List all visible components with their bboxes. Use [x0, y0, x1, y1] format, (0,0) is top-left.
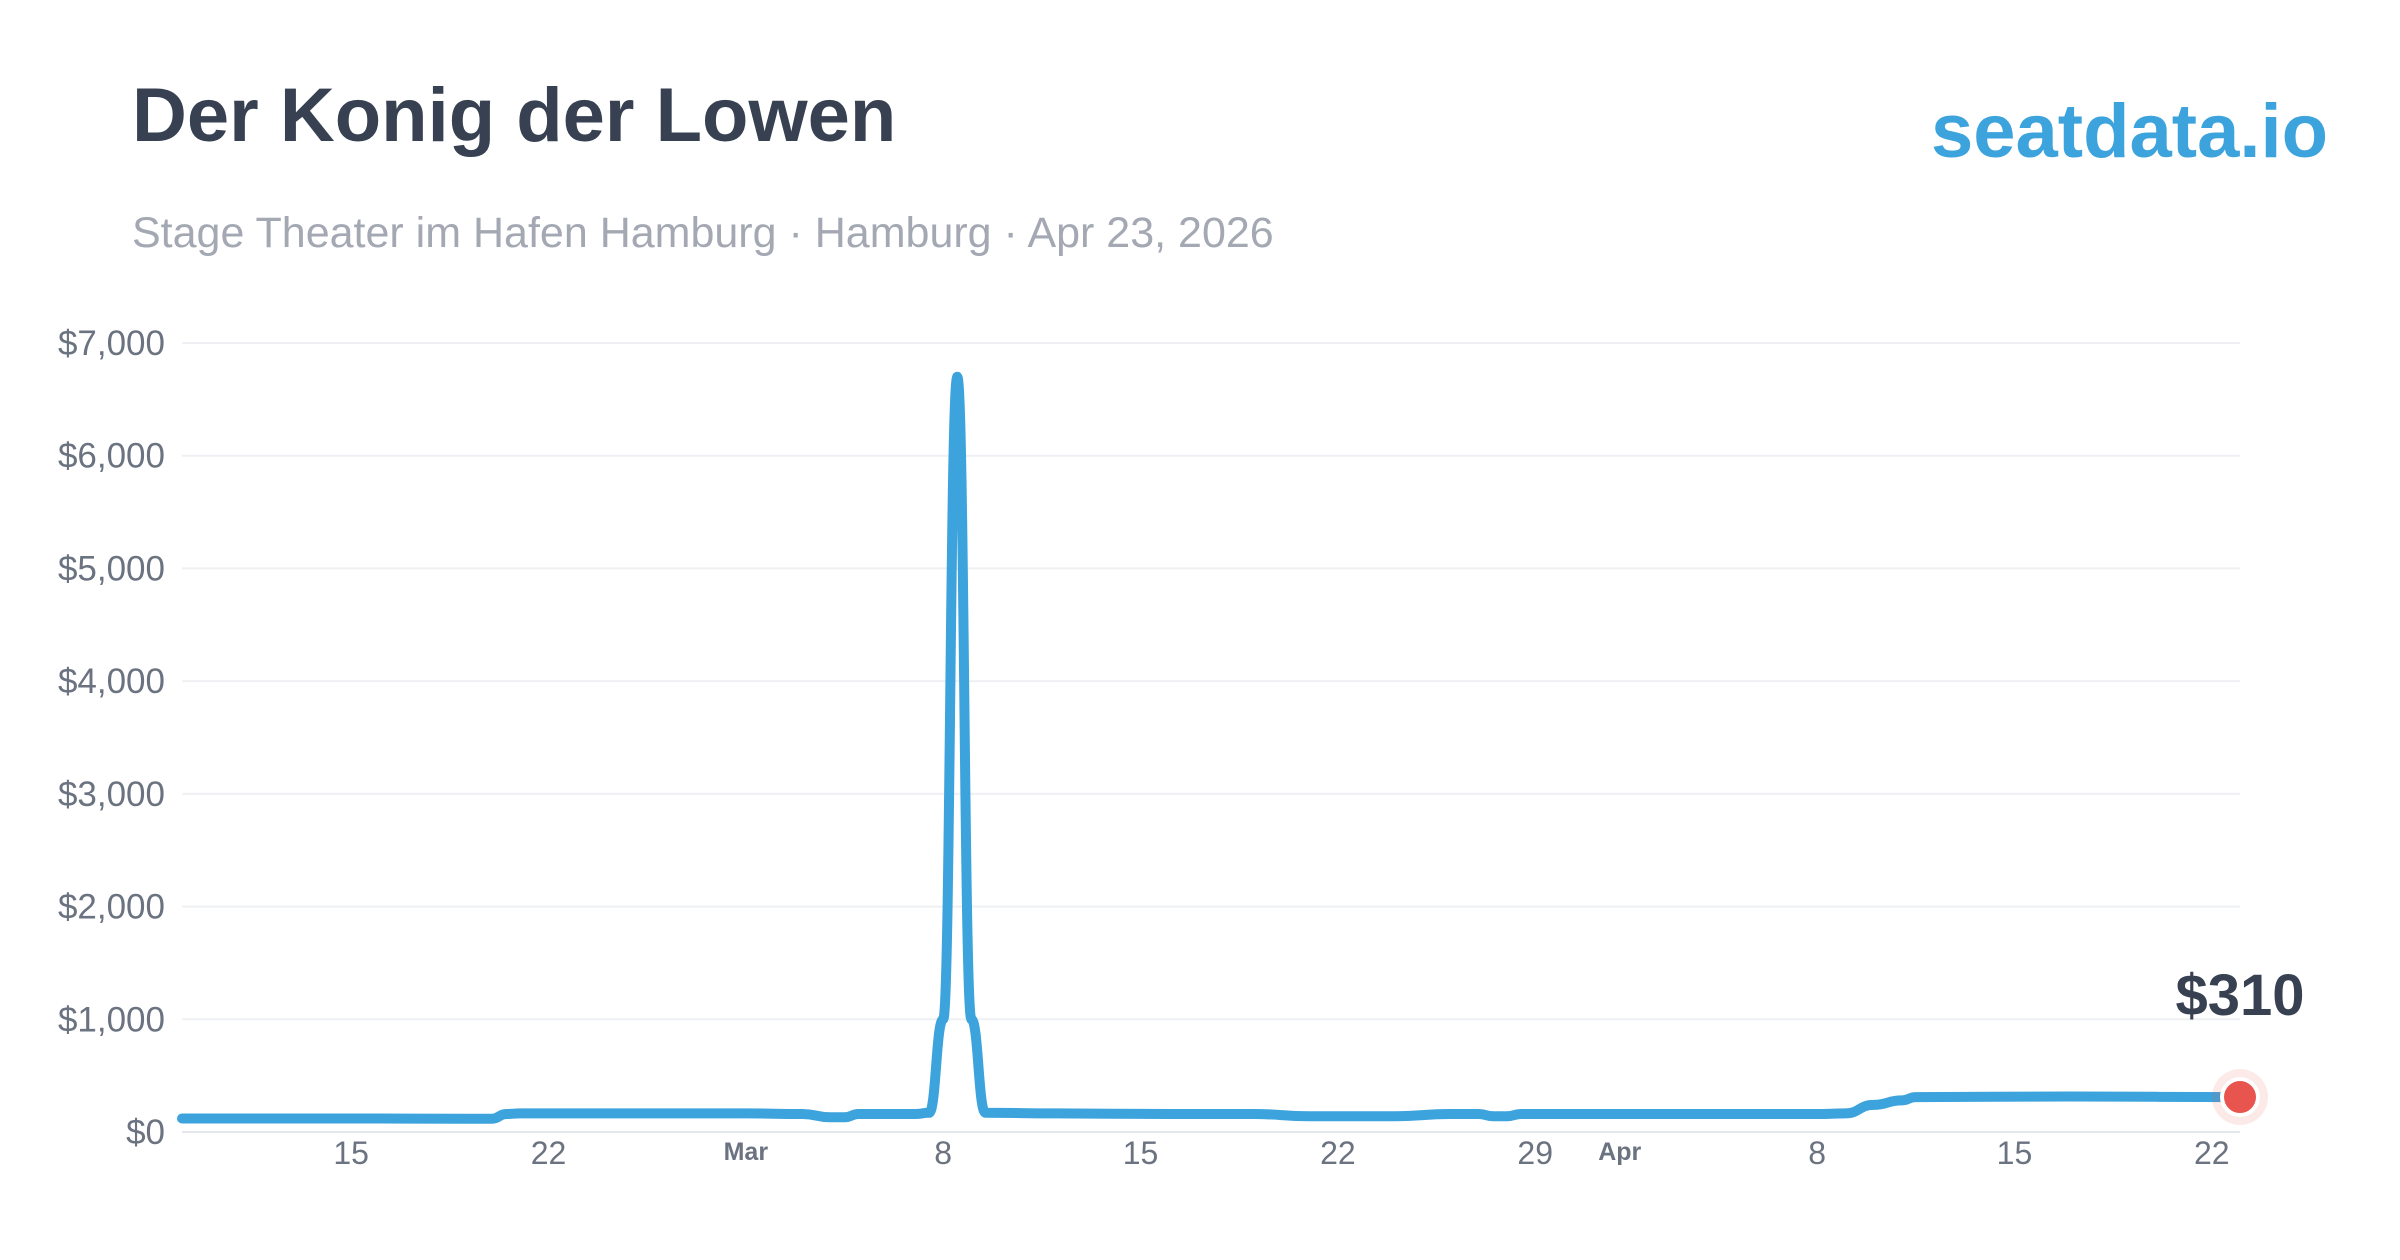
y-tick-label: $2,000: [58, 888, 165, 927]
y-tick-label: $6,000: [58, 437, 165, 476]
grid-lines: [182, 342, 2240, 1133]
x-month-label: Mar: [724, 1138, 769, 1166]
brand-logo: seatdata.io: [1930, 89, 2328, 174]
y-tick-label: $3,000: [58, 775, 165, 814]
x-tick-label: 15: [1997, 1135, 2033, 1171]
price-line: [177, 371, 2245, 1124]
x-tick-label: 15: [1123, 1135, 1159, 1171]
last-value-group: $310: [2175, 963, 2305, 1126]
y-tick-label: $1,000: [58, 1000, 165, 1039]
x-axis: 15 22 Mar 8 15 22 29 Apr 8 15 22: [333, 1135, 2229, 1171]
x-tick-label: 8: [934, 1135, 952, 1171]
x-tick-label: 22: [2194, 1135, 2230, 1171]
x-tick-label: 8: [1808, 1135, 1826, 1171]
x-tick-label: 22: [1320, 1135, 1356, 1171]
page-subtitle: Stage Theater im Hafen Hamburg · Hamburg…: [132, 209, 1274, 257]
price-series: [177, 371, 2245, 1124]
y-tick-label: $5,000: [58, 549, 165, 588]
x-tick-label: 29: [1517, 1135, 1553, 1171]
y-tick-label: $7,000: [58, 324, 165, 363]
x-tick-label: 15: [333, 1135, 369, 1171]
page-title: Der Konig der Lowen: [132, 73, 897, 158]
last-value-marker: [2224, 1081, 2256, 1114]
x-tick-label: 22: [531, 1135, 567, 1171]
y-tick-label: $4,000: [58, 662, 165, 701]
last-value-label: $310: [2175, 963, 2304, 1028]
x-month-label: Apr: [1598, 1138, 1641, 1166]
y-axis: $0 $1,000 $2,000 $3,000 $4,000 $5,000 $6,000 $7…: [58, 324, 165, 1152]
y-tick-label: $0: [126, 1113, 165, 1152]
